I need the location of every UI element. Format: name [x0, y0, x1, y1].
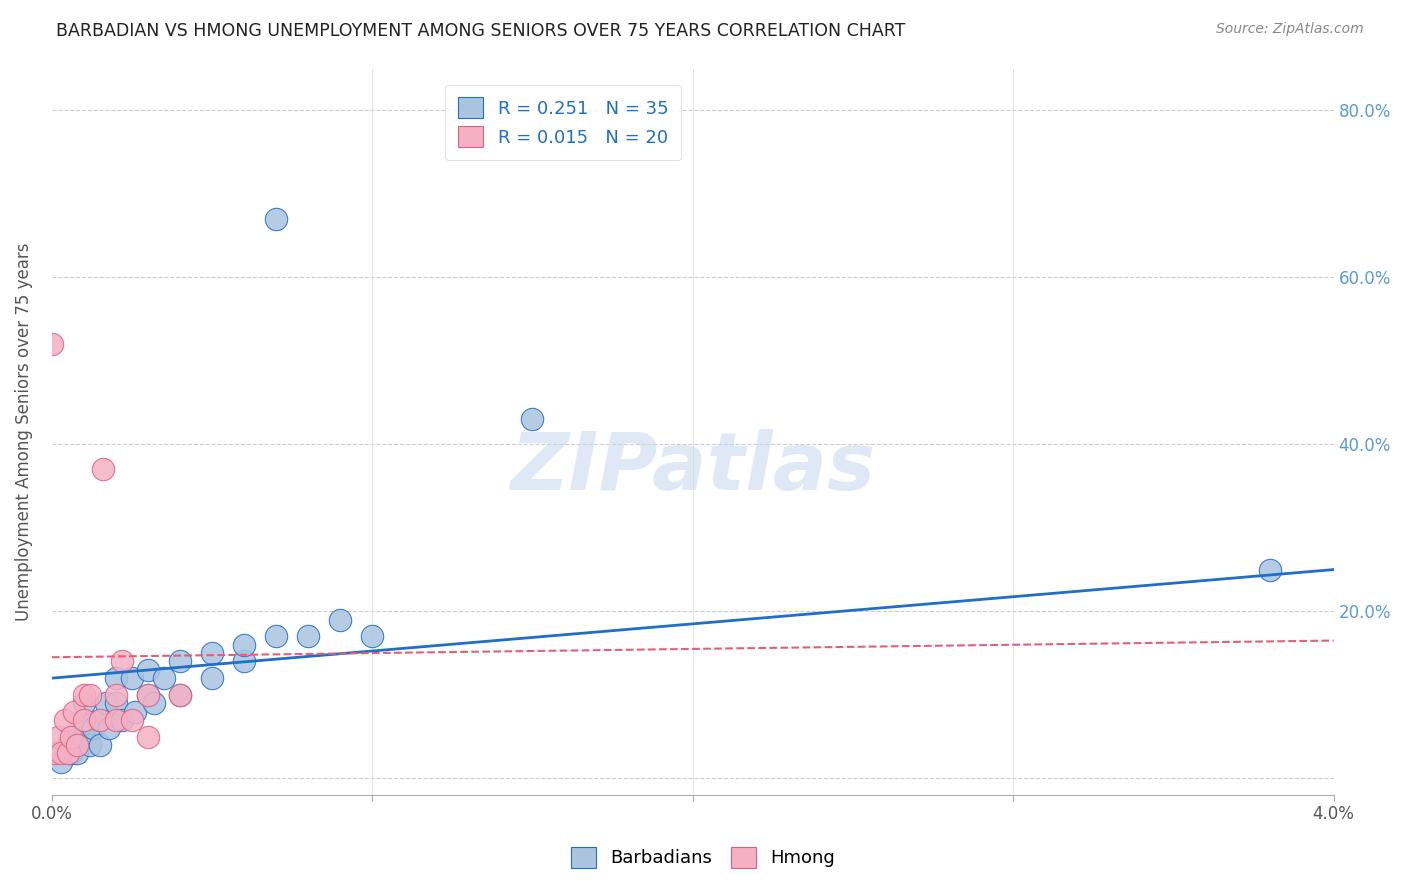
Point — [44, 747, 66, 761]
Point — [66, 738, 89, 752]
Point — [79, 738, 101, 752]
Point — [136, 688, 159, 702]
Point — [169, 688, 191, 702]
Point — [63, 705, 86, 719]
Point — [96, 696, 118, 710]
Point — [89, 738, 111, 752]
Y-axis label: Unemployment Among Seniors over 75 years: Unemployment Among Seniors over 75 years — [15, 243, 32, 621]
Point — [121, 671, 143, 685]
Point — [104, 696, 127, 710]
Point — [361, 629, 384, 643]
Legend: R = 0.251   N = 35, R = 0.015   N = 20: R = 0.251 N = 35, R = 0.015 N = 20 — [446, 85, 681, 160]
Point — [169, 688, 191, 702]
Point — [153, 671, 176, 685]
Point — [53, 713, 76, 727]
Point — [46, 730, 69, 744]
Point — [56, 738, 79, 752]
Point — [136, 688, 159, 702]
Legend: Barbadians, Hmong: Barbadians, Hmong — [560, 836, 846, 879]
Point — [233, 655, 256, 669]
Point — [201, 671, 224, 685]
Point — [63, 730, 86, 744]
Point — [124, 705, 146, 719]
Text: ZIPatlas: ZIPatlas — [510, 429, 875, 508]
Point — [104, 671, 127, 685]
Point — [136, 663, 159, 677]
Point — [104, 688, 127, 702]
Point — [89, 713, 111, 727]
Point — [41, 337, 63, 351]
Point — [297, 629, 319, 643]
Point — [56, 747, 79, 761]
Point — [73, 730, 96, 744]
Point — [73, 688, 96, 702]
Point — [73, 713, 96, 727]
Point — [89, 713, 111, 727]
Point — [233, 638, 256, 652]
Text: BARBADIAN VS HMONG UNEMPLOYMENT AMONG SENIORS OVER 75 YEARS CORRELATION CHART: BARBADIAN VS HMONG UNEMPLOYMENT AMONG SE… — [56, 22, 905, 40]
Point — [201, 646, 224, 660]
Point — [111, 713, 134, 727]
Point — [98, 721, 121, 735]
Point — [51, 747, 73, 761]
Point — [66, 747, 89, 761]
Point — [329, 613, 352, 627]
Point — [51, 755, 73, 769]
Point — [121, 713, 143, 727]
Point — [111, 655, 134, 669]
Point — [169, 655, 191, 669]
Point — [104, 713, 127, 727]
Point — [264, 211, 287, 226]
Point — [73, 696, 96, 710]
Point — [79, 688, 101, 702]
Point — [1258, 563, 1281, 577]
Point — [522, 412, 544, 426]
Point — [136, 730, 159, 744]
Point — [59, 747, 82, 761]
Point — [82, 721, 104, 735]
Point — [59, 730, 82, 744]
Point — [73, 713, 96, 727]
Point — [264, 629, 287, 643]
Point — [91, 462, 114, 476]
Point — [143, 696, 166, 710]
Text: Source: ZipAtlas.com: Source: ZipAtlas.com — [1216, 22, 1364, 37]
